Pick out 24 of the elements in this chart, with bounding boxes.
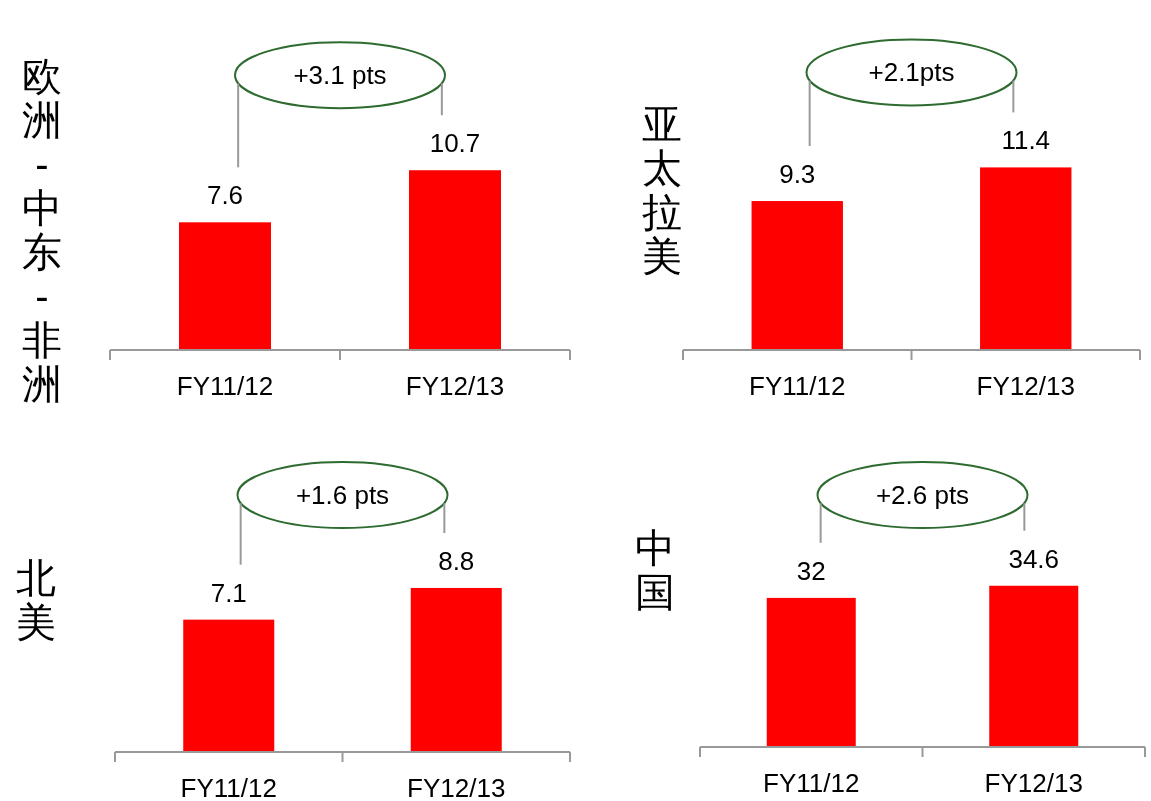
x-tick-label: FY11/12: [749, 371, 846, 401]
y-axis-title: 中国: [635, 526, 675, 614]
x-tick-label: FY12/13: [976, 371, 1075, 401]
data-label: 34.6: [1008, 543, 1060, 574]
data-label: 7.1: [210, 577, 247, 608]
data-label: 8.8: [438, 545, 475, 576]
x-tick-label: FY12/13: [407, 773, 506, 801]
data-label: 9.3: [779, 159, 816, 190]
x-tick-label: FY12/13: [405, 371, 505, 401]
y-axis-title: 欧洲-中东-非洲: [22, 54, 62, 406]
y-axis-title: 亚太拉美: [642, 102, 682, 278]
x-tick-label: FY11/12: [180, 773, 277, 801]
text: +1.6 pts: [295, 480, 390, 510]
text: +2.6 pts: [875, 480, 970, 510]
data-label: 32: [796, 555, 826, 586]
data-label: 10.7: [429, 128, 481, 159]
data-label: 7.6: [206, 180, 244, 211]
x-tick-label: FY11/12: [176, 371, 274, 401]
x-tick-label: FY11/12: [763, 768, 860, 798]
x-tick-label: FY12/13: [984, 768, 1083, 798]
text: +3.1 pts: [293, 60, 387, 91]
y-axis-title: 北美: [16, 556, 56, 644]
text: +2.1pts: [868, 57, 955, 88]
data-label: 11.4: [1001, 125, 1051, 156]
